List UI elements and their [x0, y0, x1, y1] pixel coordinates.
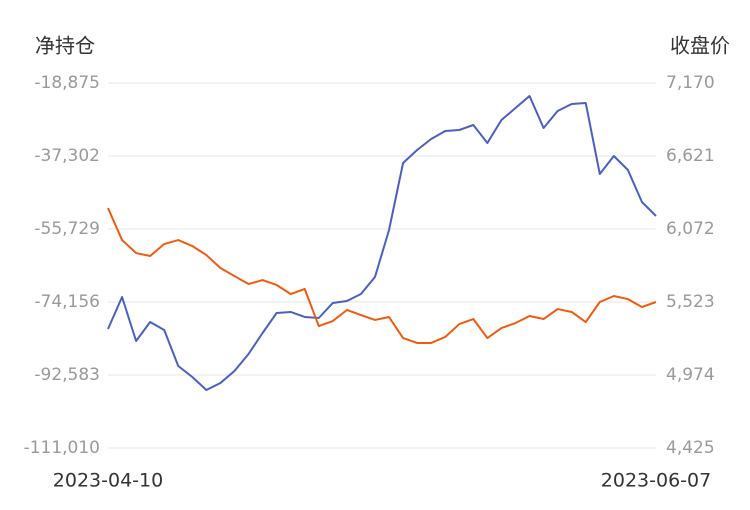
y2-tick-label: 6,072	[666, 219, 715, 239]
y-tick-label: -111,010	[24, 438, 100, 458]
y-tick-label: -37,302	[34, 146, 100, 166]
data-line	[107, 94, 657, 391]
y-tick-label: -55,729	[34, 219, 100, 239]
x-tick-label: 2023-06-07	[601, 470, 711, 492]
y2-tick-label: 5,523	[666, 292, 715, 312]
y2-tick-label: 7,170	[666, 73, 715, 93]
y2-axis-title: 收盘价	[670, 34, 730, 58]
y-tick-label: -92,583	[34, 365, 100, 385]
y2-tick-label: 4,974	[666, 365, 715, 385]
y2-tick-label: 4,425	[666, 438, 715, 458]
data-line	[107, 207, 657, 344]
y-axis-title: 净持仓	[35, 34, 95, 58]
y2-tick-label: 6,621	[666, 146, 715, 166]
x-tick-label: 2023-04-10	[53, 470, 163, 492]
y-tick-label: -18,875	[34, 73, 100, 93]
y-tick-label: -74,156	[34, 292, 100, 312]
